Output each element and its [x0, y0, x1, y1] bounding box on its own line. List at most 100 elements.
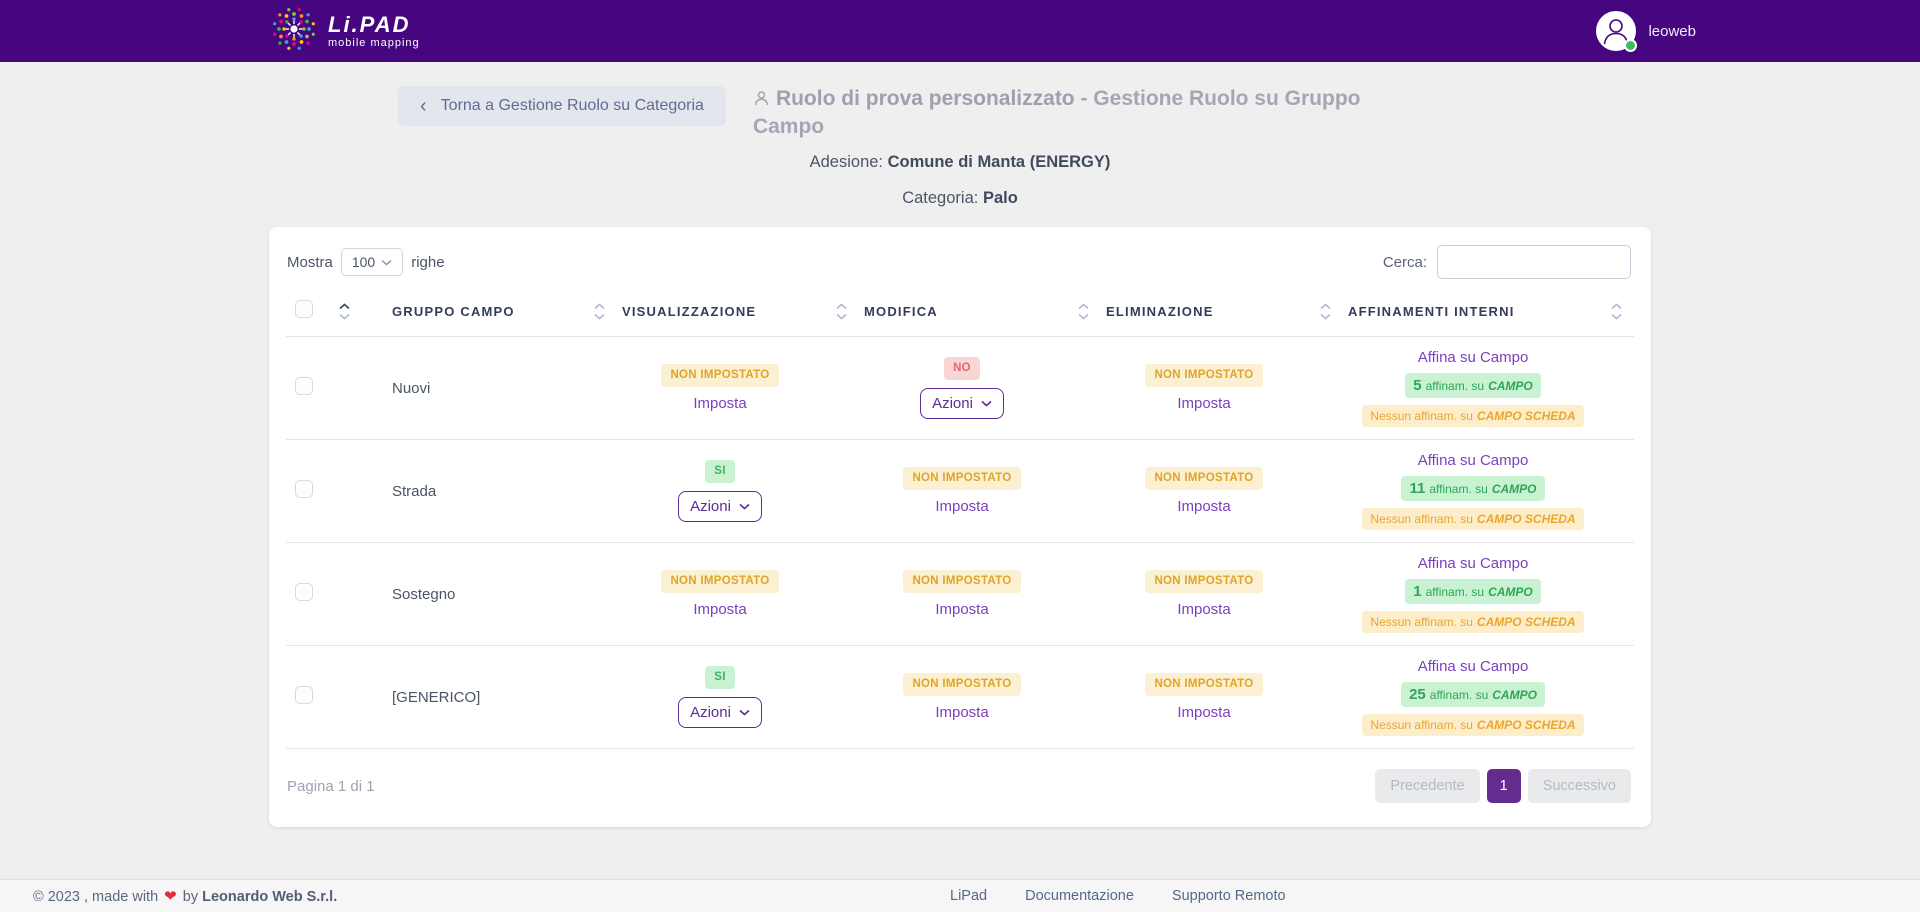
person-icon [753, 88, 770, 114]
affina-su-campo-link[interactable]: Affina su Campo [1417, 658, 1529, 676]
affinamenti-tag: CAMPO [1492, 688, 1537, 703]
imposta-link[interactable]: Imposta [1177, 704, 1231, 722]
azioni-dropdown[interactable]: Azioni [920, 388, 1004, 420]
column-header-modifica[interactable]: MODIFICA [864, 304, 938, 320]
company-name: Leonardo Web S.r.l. [202, 889, 338, 905]
logo-title: Li.PAD [328, 11, 411, 37]
chevron-down-icon [381, 259, 392, 266]
imposta-link[interactable]: Imposta [1177, 395, 1231, 413]
adesione-label: Adesione: [809, 153, 884, 172]
cell-modifica: NON IMPOSTATO Imposta [864, 569, 1060, 619]
affinamenti-count: 1 [1413, 583, 1422, 601]
status-badge: NON IMPOSTATO [1145, 363, 1263, 388]
cell-modifica: NON IMPOSTATO Imposta [864, 466, 1060, 516]
copyright: © 2023 , made with ❤ by Leonardo Web S.r… [33, 887, 337, 905]
column-header-visualizzazione[interactable]: VISUALIZZAZIONE [622, 304, 757, 320]
status-badge: NON IMPOSTATO [903, 466, 1021, 491]
footer-link-lipad[interactable]: LiPad [950, 888, 988, 904]
search-input[interactable] [1437, 245, 1631, 280]
top-navbar: Li.PAD mobile mapping leoweb [0, 0, 1920, 62]
back-button[interactable]: ‹ Torna a Gestione Ruolo su Categoria [398, 86, 726, 126]
affinamenti-tag: CAMPO [1488, 379, 1533, 394]
affinamenti-scheda-pre: Nessun affinam. su [1370, 409, 1473, 424]
cell-eliminazione: NON IMPOSTATO Imposta [1106, 569, 1302, 619]
sort-visualizzazione[interactable] [576, 303, 622, 320]
lipad-logo[interactable]: Li.PAD mobile mapping [270, 5, 420, 58]
affina-su-campo-link[interactable]: Affina su Campo [1417, 555, 1529, 573]
cell-visualizzazione: SI Azioni [622, 459, 818, 523]
status-badge: NON IMPOSTATO [1145, 672, 1263, 697]
rows-per-page-value: 100 [351, 254, 376, 271]
chevron-left-icon: ‹ [420, 95, 427, 117]
affinamenti-mid: affinam. su [1429, 482, 1488, 497]
column-header-affinamenti-interni[interactable]: AFFINAMENTI INTERNI [1348, 304, 1515, 320]
azioni-dropdown[interactable]: Azioni [678, 697, 762, 729]
footer-link-supporto-remoto[interactable]: Supporto Remoto [1171, 888, 1286, 904]
affinamenti-campo-badge: 1 affinam. su CAMPO [1405, 579, 1541, 605]
affina-su-campo-link[interactable]: Affina su Campo [1417, 349, 1529, 367]
footer: © 2023 , made with ❤ by Leonardo Web S.r… [0, 879, 1920, 912]
imposta-link[interactable]: Imposta [693, 601, 747, 619]
current-page-button[interactable]: 1 [1486, 769, 1521, 804]
status-badge: SI [705, 665, 735, 690]
previous-page-button[interactable]: Precedente [1375, 769, 1480, 804]
gruppo-campo-name: Nuovi [392, 379, 431, 397]
select-all-checkbox[interactable] [295, 300, 313, 319]
row-checkbox[interactable] [295, 685, 313, 704]
sort-affinamenti[interactable] [1302, 303, 1348, 320]
row-checkbox[interactable] [295, 376, 313, 395]
user-menu[interactable]: leoweb [1596, 11, 1696, 52]
status-badge: NON IMPOSTATO [661, 363, 779, 388]
cell-affinamenti: Affina su Campo 25 affinam. su CAMPO Nes… [1348, 658, 1598, 737]
sort-up-icon [338, 303, 350, 310]
next-page-button[interactable]: Successivo [1527, 769, 1631, 804]
gruppo-campo-name: Strada [392, 482, 437, 500]
affinamenti-scheda-pre: Nessun affinam. su [1370, 718, 1473, 733]
sort-up-icon [1077, 303, 1089, 310]
cell-eliminazione: NON IMPOSTATO Imposta [1106, 363, 1302, 413]
gruppo-campo-name: [GENERICO] [392, 688, 481, 706]
imposta-link[interactable]: Imposta [935, 704, 989, 722]
copyright-by: by [182, 889, 199, 905]
row-checkbox[interactable] [295, 479, 313, 498]
rows-per-page-select[interactable]: 100 [340, 248, 404, 277]
sort-down-icon [1077, 314, 1089, 320]
search-label: Cerca: [1382, 253, 1427, 271]
table-row: Sostegno NON IMPOSTATO Imposta NON IMPOS… [286, 543, 1634, 647]
sort-down-icon [1610, 314, 1622, 320]
affinamenti-scheda-badge: Nessun affinam. su CAMPO SCHEDA [1362, 405, 1584, 428]
imposta-link[interactable]: Imposta [1177, 498, 1231, 516]
sort-eliminazione[interactable] [1060, 303, 1106, 320]
affinamenti-scheda-badge: Nessun affinam. su CAMPO SCHEDA [1362, 611, 1584, 634]
affinamenti-scheda-pre: Nessun affinam. su [1370, 512, 1473, 527]
column-header-eliminazione[interactable]: ELIMINAZIONE [1106, 304, 1214, 320]
pagination: Pagina 1 di 1 Precedente 1 Successivo [269, 749, 1651, 827]
imposta-link[interactable]: Imposta [1177, 601, 1231, 619]
username: leoweb [1648, 22, 1696, 40]
affinamenti-mid: affinam. su [1429, 688, 1489, 703]
sort-modifica[interactable] [818, 303, 864, 320]
imposta-link[interactable]: Imposta [935, 498, 989, 516]
categoria-label: Categoria: [902, 189, 979, 208]
gruppo-campo-name: Sostegno [392, 585, 456, 603]
affinamenti-mid: affinam. su [1425, 379, 1485, 394]
cell-modifica: NO Azioni [864, 356, 1060, 420]
row-checkbox[interactable] [295, 582, 313, 601]
show-label: Mostra [287, 253, 333, 271]
cell-visualizzazione: NON IMPOSTATO Imposta [622, 363, 818, 413]
sort-gruppo-campo[interactable] [322, 303, 366, 320]
sort-extra[interactable] [1598, 303, 1634, 320]
copyright-prefix: © 2023 , made with [33, 889, 159, 905]
azioni-dropdown[interactable]: Azioni [678, 491, 762, 523]
imposta-link[interactable]: Imposta [935, 601, 989, 619]
cell-eliminazione: NON IMPOSTATO Imposta [1106, 466, 1302, 516]
affinamenti-campo-badge: 5 affinam. su CAMPO [1405, 373, 1541, 399]
heart-icon: ❤ [164, 888, 177, 905]
cell-affinamenti: Affina su Campo 1 affinam. su CAMPO Ness… [1348, 555, 1598, 634]
footer-link-documentazione[interactable]: Documentazione [1025, 888, 1134, 904]
imposta-link[interactable]: Imposta [693, 395, 747, 413]
column-header-gruppo-campo[interactable]: GRUPPO CAMPO [392, 304, 515, 320]
affina-su-campo-link[interactable]: Affina su Campo [1417, 452, 1529, 470]
chevron-down-icon [739, 710, 750, 717]
cell-modifica: NON IMPOSTATO Imposta [864, 672, 1060, 722]
